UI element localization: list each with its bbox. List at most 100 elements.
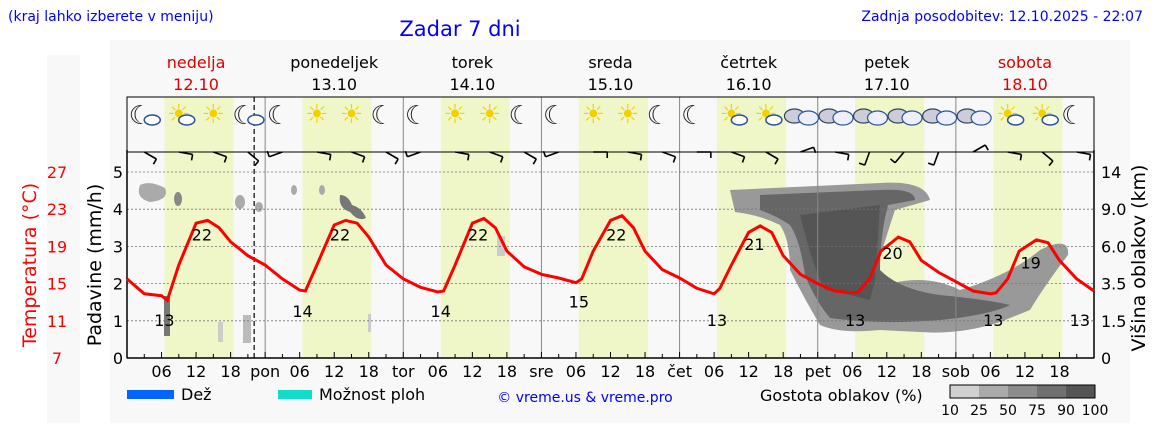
wind-barb-icon xyxy=(593,151,609,158)
temp-tick-label: 15 xyxy=(47,275,67,294)
x-tick-label: 18 xyxy=(497,362,517,381)
sun-cloud-icon: ☀ xyxy=(720,100,749,130)
min-temp-label: 13 xyxy=(154,311,174,330)
wind-barb-icon xyxy=(972,144,989,153)
cloud-shape xyxy=(1006,114,1025,126)
day-name: ponedeljek xyxy=(290,53,379,72)
x-tick-label: pet xyxy=(805,362,831,381)
temp-tick-label: 23 xyxy=(47,200,67,219)
barb-feather xyxy=(984,144,989,151)
barb-feather xyxy=(774,158,779,165)
cloud-level-label: 75 xyxy=(1028,403,1046,419)
barb-shaft xyxy=(894,151,905,164)
x-tick-label: 12 xyxy=(1015,362,1035,381)
wind-barb-icon xyxy=(266,150,283,158)
sun-icon: ☀ xyxy=(202,100,225,130)
moon-cloud-icon: ☾ xyxy=(129,101,162,131)
cloud-level-label: 25 xyxy=(970,403,988,419)
x-tick-label: tor xyxy=(392,362,415,381)
barb-shaft xyxy=(834,151,849,156)
x-tick-label: 12 xyxy=(462,362,482,381)
barb-shaft xyxy=(316,151,331,156)
max-temp-label: 22 xyxy=(192,226,212,245)
day-name: nedelja xyxy=(167,53,226,72)
region-hint[interactable]: (kraj lahko izberete v meniju) xyxy=(8,9,214,25)
barb-feather xyxy=(404,150,409,158)
sun-icon: ☀ xyxy=(340,100,363,130)
max-temp-label: 22 xyxy=(468,226,488,245)
barb-shaft xyxy=(627,151,642,156)
wind-barb-icon xyxy=(213,151,228,163)
wind-barb-icon xyxy=(927,151,940,166)
cloud-shape xyxy=(247,114,265,126)
cloud-shape xyxy=(901,110,923,126)
daylight-band xyxy=(440,97,510,358)
sun-cloud-icon: ☀ xyxy=(167,100,196,130)
rain-tick-label: 5 xyxy=(113,163,123,182)
cloud-density-frame xyxy=(949,384,1096,399)
day-date: 15.10 xyxy=(588,75,634,94)
rain-tick-label: 2 xyxy=(113,275,123,294)
clouds-icon xyxy=(887,108,923,126)
barb-feather xyxy=(499,156,504,163)
sun-glyph: ☀ xyxy=(340,100,363,130)
x-tick-label: 06 xyxy=(704,362,724,381)
sun-icon: ☀ xyxy=(582,100,605,130)
x-tick-label: 12 xyxy=(186,362,206,381)
rain-tick-label: 3 xyxy=(113,237,123,256)
sun-cloud-icon: ☀ xyxy=(996,100,1025,130)
sun-cloud-icon: ☀ xyxy=(754,100,783,130)
barb-feather xyxy=(639,154,643,161)
clouds-icon xyxy=(956,108,992,126)
barb-feather xyxy=(858,162,866,166)
max-temp-label: 19 xyxy=(1021,253,1041,272)
sun-glyph: ☀ xyxy=(616,100,639,130)
wind-barb-icon xyxy=(800,146,817,154)
x-tick-label: 12 xyxy=(324,362,344,381)
rain-tick-label: 1 xyxy=(113,312,123,331)
cloud-level-label: 50 xyxy=(999,403,1017,419)
x-tick-label: 18 xyxy=(911,362,931,381)
cloud-shape xyxy=(866,110,889,126)
cloud-height-axis-label: Višina oblakov (km) xyxy=(1128,165,1150,352)
barb-shaft xyxy=(972,144,986,153)
cloud-density-swatch xyxy=(950,385,979,398)
x-tick-label: 06 xyxy=(428,362,448,381)
wind-barb-icon xyxy=(178,151,194,161)
sun-icon: ☀ xyxy=(616,100,639,130)
cloud-density-swatch xyxy=(979,385,1008,398)
barb-feather xyxy=(927,162,935,166)
day-date: 17.10 xyxy=(864,75,910,94)
day-date: 12.10 xyxy=(173,75,219,94)
moon-glyph: ☾ xyxy=(509,101,532,131)
sun-glyph: ☀ xyxy=(478,100,501,130)
wind-barb-icon xyxy=(858,151,871,166)
clouds-icon xyxy=(783,108,820,126)
barb-shaft xyxy=(268,151,283,158)
cloud-shape xyxy=(797,110,820,126)
wind-barb-icon xyxy=(696,151,712,158)
barb-shaft xyxy=(1007,151,1022,156)
barb-feather xyxy=(846,154,850,161)
sun-glyph: ☀ xyxy=(443,100,466,130)
max-temp-label: 22 xyxy=(330,226,350,245)
page-title: Zadar 7 dni xyxy=(399,17,520,41)
x-tick-label: 06 xyxy=(566,362,586,381)
temp-tick-label: 19 xyxy=(47,237,67,256)
wind-barb-icon xyxy=(889,151,905,164)
min-temp-label: 13 xyxy=(845,311,865,330)
sun-cloud-icon: ☀ xyxy=(1031,100,1059,130)
temperature-line xyxy=(126,213,1095,303)
barb-feather xyxy=(1048,160,1054,167)
cloud-shape xyxy=(935,110,958,126)
wind-barb-icon xyxy=(385,151,399,165)
barb-shaft xyxy=(545,151,559,158)
x-tick-label: sre xyxy=(529,362,553,381)
temp-tick-label: 7 xyxy=(52,349,62,368)
barb-shaft xyxy=(765,151,779,160)
rain-axis-label: Padavine (mm/h) xyxy=(84,184,106,347)
barb-feather xyxy=(741,156,746,163)
x-tick-label: 12 xyxy=(877,362,897,381)
credit-link[interactable]: © vreme.us & vreme.pro xyxy=(497,390,672,406)
cloud-shape xyxy=(143,114,162,126)
